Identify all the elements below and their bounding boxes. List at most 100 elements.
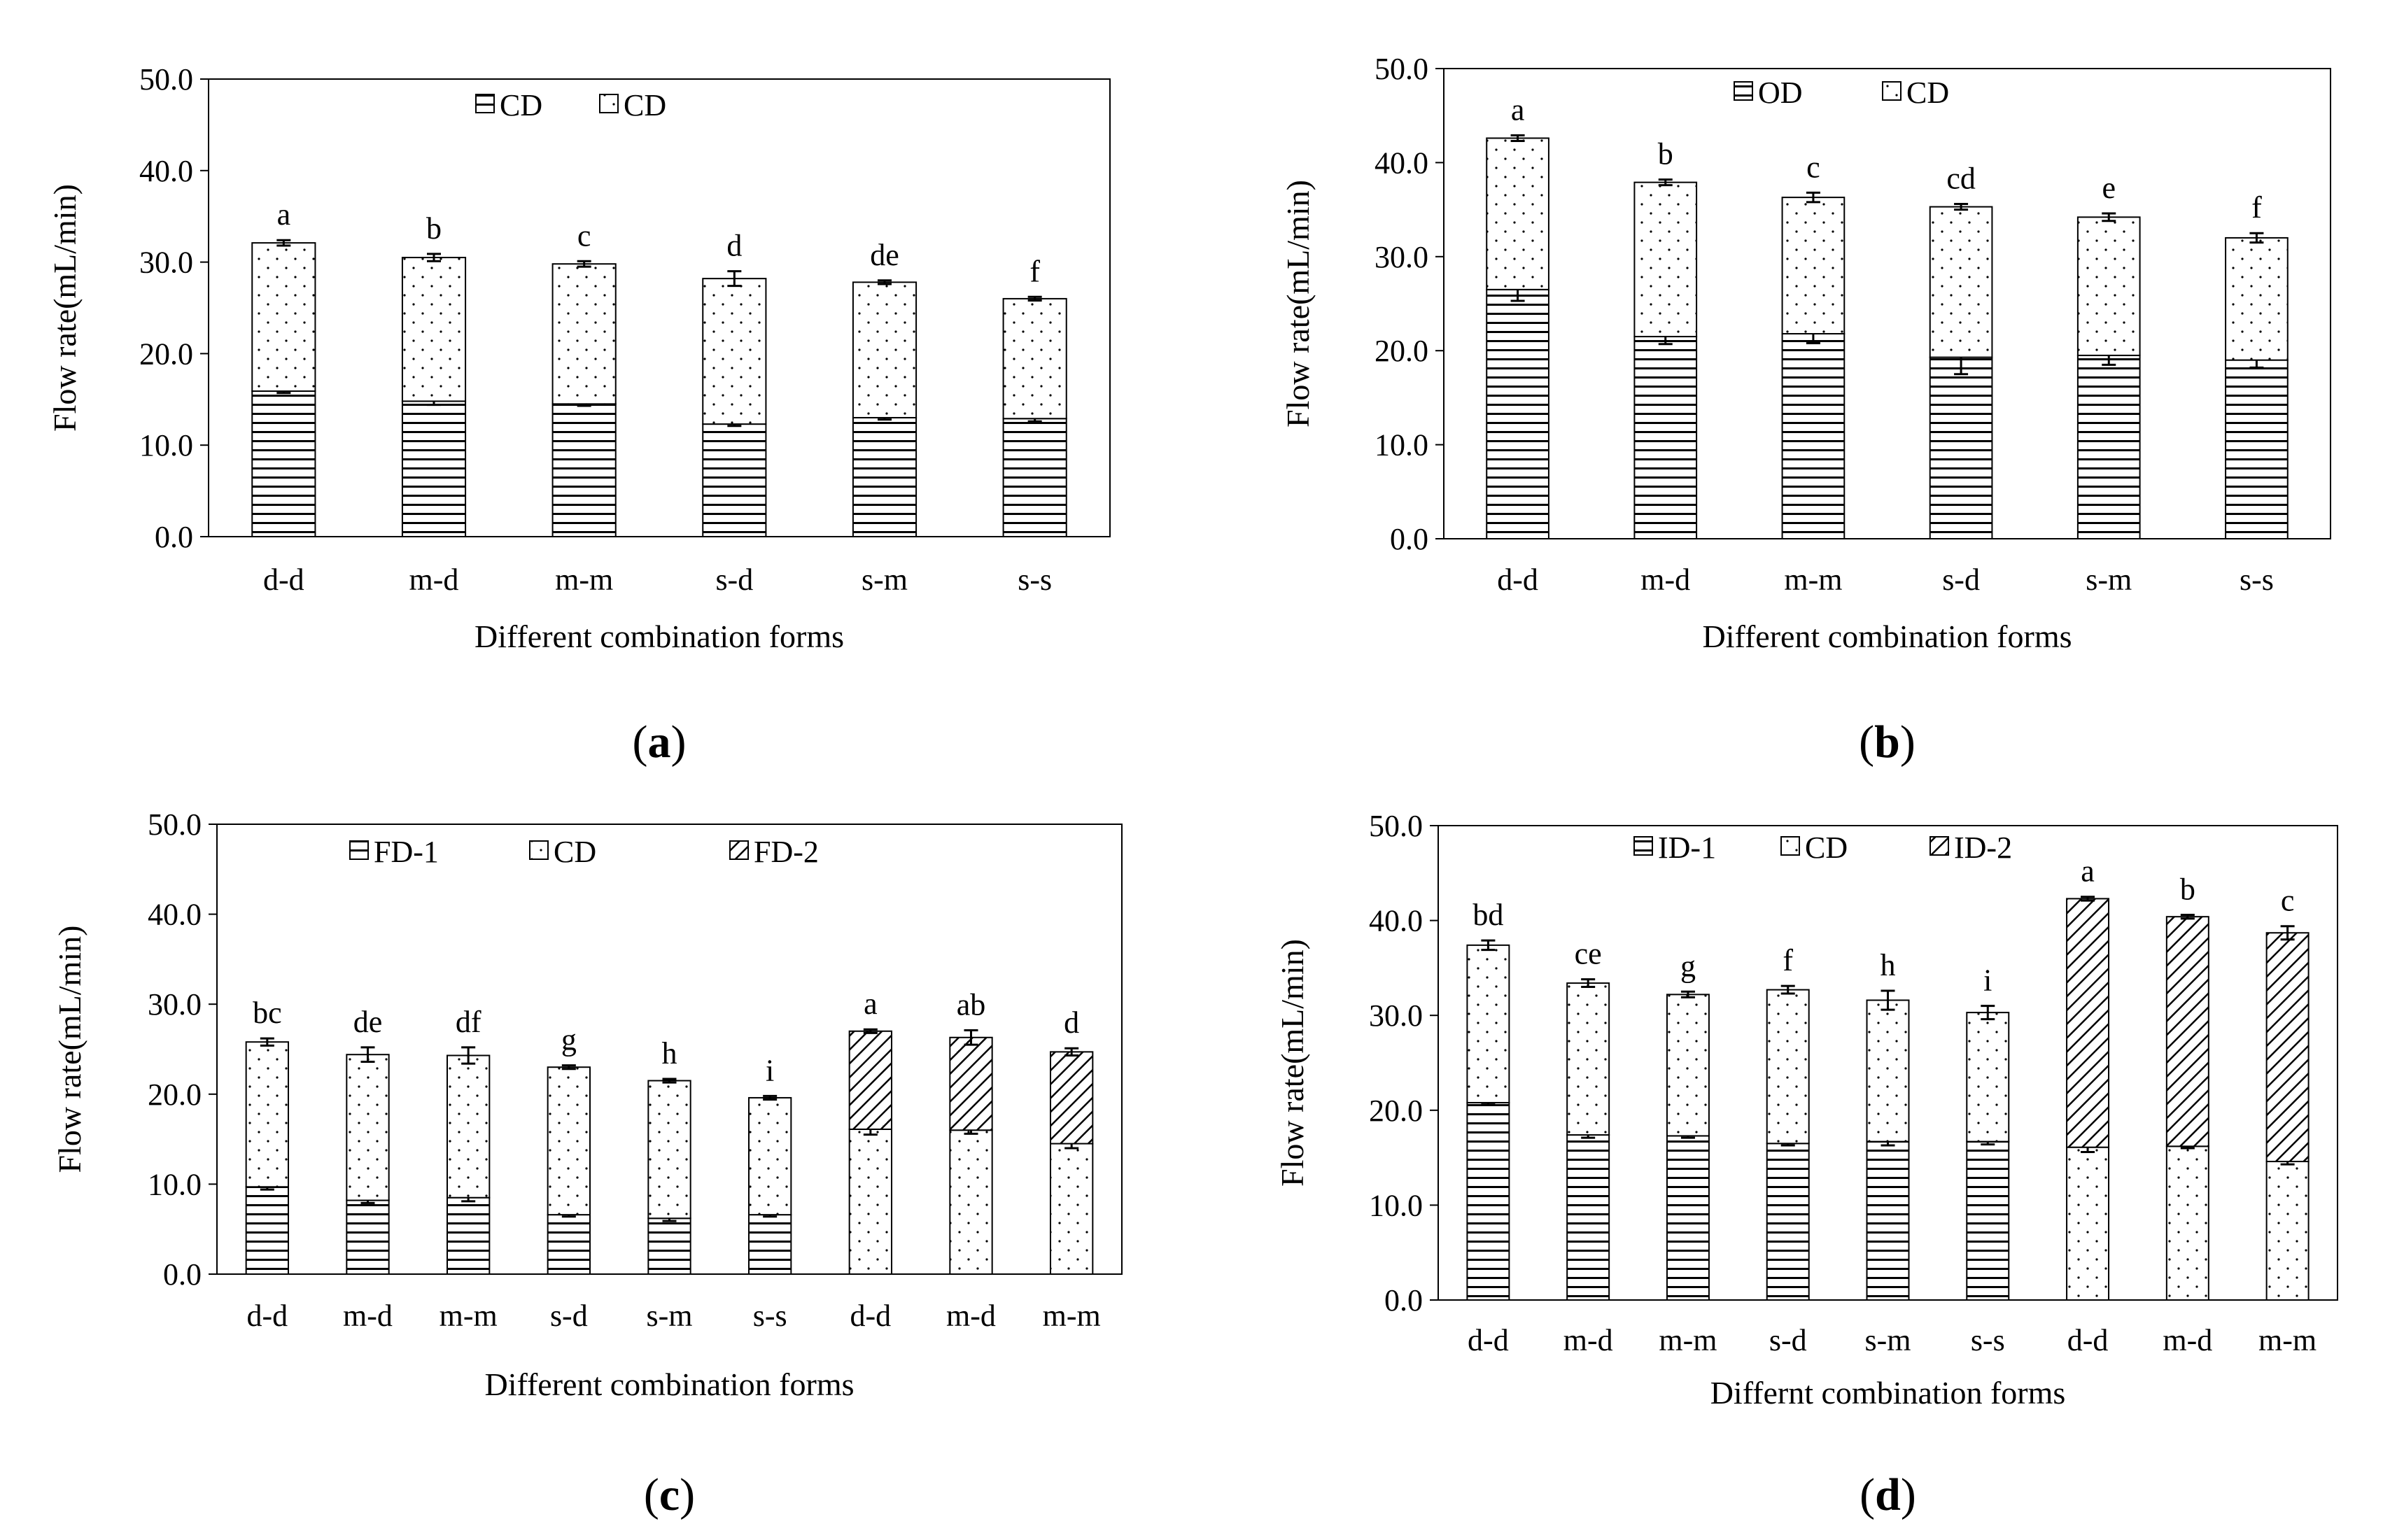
- y-axis-label: Flow rate(mL/min): [47, 184, 83, 432]
- significance-label: h: [1881, 948, 1896, 982]
- y-tick-label: 20.0: [139, 337, 193, 371]
- panel-label: (a): [633, 716, 687, 768]
- x-tick-label: s-d: [1769, 1323, 1807, 1357]
- bar-fd-1-d-d: [245, 1186, 290, 1276]
- significance-label: a: [1511, 92, 1525, 127]
- y-tick-label: 50.0: [1375, 52, 1428, 86]
- significance-label: c: [2281, 884, 2295, 918]
- bar-cd-s-m: [647, 1080, 691, 1220]
- significance-label: a: [864, 987, 878, 1021]
- x-tick-label: m-m: [555, 563, 613, 597]
- significance-label: g: [561, 1023, 577, 1057]
- x-axis-label: Differnt combination forms: [1710, 1375, 2066, 1411]
- x-tick-label: s-s: [753, 1299, 787, 1333]
- x-tick-label: m-m: [440, 1299, 498, 1333]
- y-tick-label: 40.0: [139, 154, 193, 188]
- y-tick-label: 0.0: [1384, 1283, 1423, 1318]
- bar-od-m-m: [1781, 333, 1846, 539]
- x-tick-label: d-d: [247, 1299, 288, 1333]
- chart-panel-c: 0.0 10.0 20.0 30.0 40.0 50.0 Flow rate(mL/min)…: [52, 807, 1123, 1520]
- legend-label: CD: [1906, 76, 1949, 110]
- x-tick-label: s-m: [1865, 1323, 1911, 1357]
- x-tick-label: m-d: [1563, 1323, 1613, 1357]
- y-tick-label: 20.0: [1369, 1094, 1423, 1128]
- legend-label: CD: [624, 88, 666, 122]
- x-tick-label: s-m: [2086, 563, 2132, 597]
- x-tick-label: d-d: [1468, 1323, 1509, 1357]
- panel-label: (d): [1860, 1469, 1916, 1520]
- plot-area: [1443, 68, 2331, 539]
- bar-id-2-d-d: [2066, 898, 2110, 1148]
- bar-od-s-m: [2076, 354, 2141, 539]
- bar-cd-s-m: [852, 281, 918, 418]
- bar-id-2-m-m: [2265, 932, 2310, 1163]
- y-tick-label: 10.0: [1375, 428, 1428, 462]
- legend-label: OD: [1758, 76, 1803, 110]
- y-tick-label: 40.0: [1375, 146, 1428, 180]
- significance-label: c: [577, 218, 591, 253]
- x-tick-label: s-d: [550, 1299, 588, 1333]
- significance-label: df: [456, 1005, 481, 1039]
- y-tick-label: 40.0: [148, 898, 202, 932]
- bar-id-1-m-m: [1666, 1135, 1710, 1301]
- y-tick-label: 50.0: [1369, 809, 1423, 843]
- legend-label: ID-1: [1658, 831, 1716, 865]
- bar-cd-d-d: [251, 242, 316, 393]
- legend-swatch-cd: [475, 94, 495, 113]
- bar-cd-s-d: [547, 1066, 591, 1216]
- x-tick-label: s-s: [2240, 563, 2274, 597]
- legend-swatch-od: [1734, 81, 1753, 101]
- significance-label: i: [766, 1053, 774, 1087]
- bar-cd-s-s: [1002, 418, 1067, 537]
- bar-cd-m-d: [949, 1129, 993, 1275]
- x-tick-label: m-m: [2258, 1323, 2317, 1357]
- y-tick-label: 0.0: [1390, 522, 1428, 556]
- bar-cd-d-d: [245, 1041, 290, 1188]
- significance-label: h: [662, 1036, 677, 1071]
- y-tick-label: 20.0: [1375, 334, 1428, 368]
- chart-panel-d: 0.0 10.0 20.0 30.0 40.0 50.0 Flow rate(mL/min)…: [1274, 809, 2338, 1520]
- bar-cd-m-d: [346, 1054, 390, 1201]
- x-tick-label: s-d: [1942, 563, 1980, 597]
- significance-label: ce: [1575, 937, 1602, 971]
- significance-label: b: [2180, 872, 2195, 906]
- x-axis-label: Different combination forms: [475, 619, 844, 654]
- bar-id-1-s-s: [1966, 1140, 2010, 1301]
- x-tick-label: s-m: [862, 563, 908, 597]
- bar-id-1-s-d: [1766, 1143, 1810, 1301]
- x-tick-label: s-m: [647, 1299, 693, 1333]
- bar-cd-s-m: [852, 416, 918, 538]
- legend-swatch-fd-1: [349, 840, 369, 860]
- y-axis-label: Flow rate(mL/min): [1280, 180, 1316, 428]
- y-tick-label: 0.0: [163, 1257, 202, 1292]
- plot-area: [208, 78, 1111, 537]
- significance-label: g: [1680, 949, 1696, 983]
- bar-cd-s-d: [1929, 206, 1993, 358]
- bar-cd-m-d: [1633, 181, 1698, 338]
- bar-cd-s-d: [1766, 989, 1810, 1145]
- x-tick-label: m-d: [2163, 1323, 2212, 1357]
- bar-cd-m-d: [2165, 1145, 2209, 1301]
- bar-cd-m-d: [401, 400, 467, 538]
- bar-cd-m-d: [1566, 982, 1610, 1136]
- x-tick-label: m-m: [1043, 1299, 1101, 1333]
- x-tick-label: s-s: [1971, 1323, 2005, 1357]
- y-tick-label: 20.0: [148, 1078, 202, 1112]
- y-tick-label: 30.0: [1369, 998, 1423, 1033]
- x-axis-label: Different combination forms: [484, 1366, 854, 1402]
- significance-label: d: [1064, 1005, 1079, 1040]
- bar-cd-s-s: [1966, 1012, 2010, 1143]
- legend-swatch-cd: [529, 840, 549, 860]
- bar-od-d-d: [1486, 288, 1549, 539]
- legend-swatch-id-2: [1929, 836, 1949, 856]
- legend-label: FD-2: [754, 835, 819, 869]
- significance-label: i: [1983, 963, 1992, 998]
- bar-od-s-d: [1929, 356, 1993, 539]
- panel-label: (b): [1859, 716, 1915, 768]
- bar-id-1-m-d: [1566, 1134, 1610, 1301]
- bar-cd-d-d: [848, 1128, 893, 1275]
- y-tick-label: 30.0: [1375, 240, 1428, 274]
- significance-label: d: [726, 229, 742, 263]
- bar-fd-1-m-d: [346, 1199, 390, 1275]
- significance-label: b: [426, 211, 442, 246]
